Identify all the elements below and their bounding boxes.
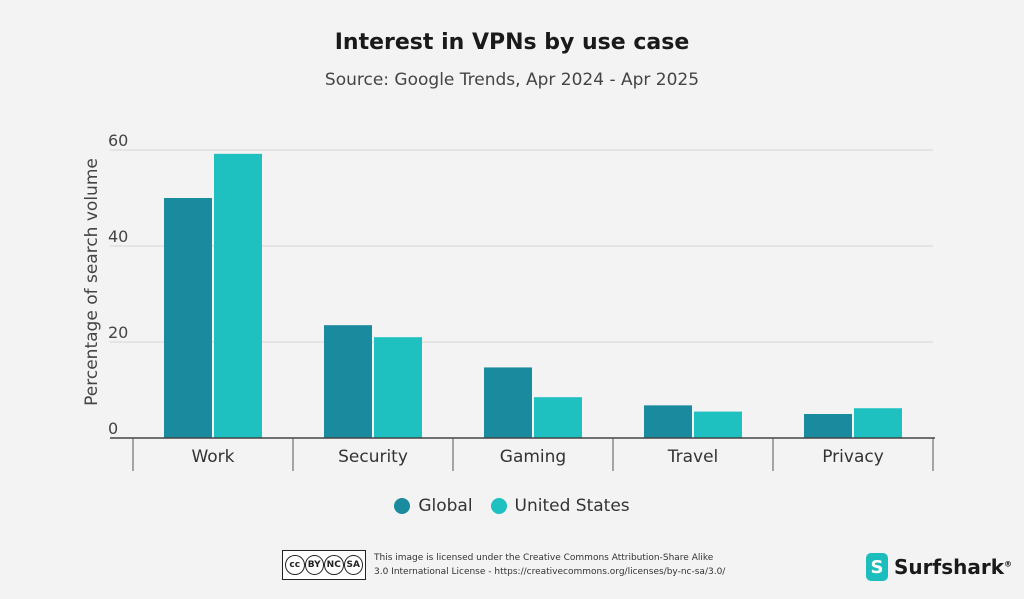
- y-axis-title: Percentage of search volume: [82, 158, 102, 406]
- y-tick-label: 0: [108, 419, 118, 438]
- sa-icon: SA: [343, 555, 363, 575]
- nc-icon: NC: [324, 555, 344, 575]
- creative-commons-badge-icon: cc BY NC SA: [282, 550, 366, 580]
- x-tick-label: Work: [191, 447, 234, 467]
- chart-subtitle: Source: Google Trends, Apr 2024 - Apr 20…: [324, 70, 700, 90]
- legend: Global United States: [0, 496, 1024, 516]
- bar-global-gaming: [484, 367, 532, 438]
- brand-logo: S Surfshark®: [866, 553, 1012, 581]
- legend-label-united-states: United States: [514, 496, 630, 516]
- x-tick-label: Security: [338, 447, 408, 467]
- by-icon: BY: [304, 555, 324, 575]
- license-line-1: This image is licensed under the Creativ…: [374, 553, 714, 563]
- bar-global-privacy: [804, 414, 852, 438]
- legend-label-global: Global: [418, 496, 473, 516]
- y-tick-label: 20: [108, 323, 128, 342]
- bar-united-states-travel: [694, 411, 742, 438]
- x-tick-label: Privacy: [822, 447, 884, 467]
- brand-name: Surfshark®: [894, 555, 1012, 579]
- cc-icon: cc: [285, 555, 305, 575]
- license-line-2: 3.0 International License - https://crea…: [374, 567, 726, 577]
- y-tick-label: 40: [108, 227, 128, 246]
- bar-global-travel: [644, 405, 692, 438]
- legend-item-global: Global: [394, 496, 473, 516]
- bar-united-states-privacy: [854, 408, 902, 438]
- bar-global-security: [324, 325, 372, 438]
- legend-item-united-states: United States: [490, 496, 630, 516]
- bar-united-states-gaming: [534, 397, 582, 438]
- bar-united-states-security: [374, 337, 422, 438]
- y-tick-label: 60: [108, 131, 128, 150]
- bar-united-states-work: [214, 153, 262, 438]
- x-tick-label: Travel: [667, 447, 719, 467]
- brand-name-text: Surfshark: [894, 555, 1005, 579]
- legend-swatch-global: [394, 498, 411, 514]
- legend-swatch-united-states: [490, 498, 507, 514]
- license-notice: cc BY NC SA This image is licensed under…: [282, 550, 754, 580]
- license-text: This image is licensed under the Creativ…: [374, 551, 754, 579]
- surfshark-logo-icon: S: [866, 553, 888, 581]
- chart-title: Interest in VPNs by use case: [334, 30, 690, 55]
- registered-mark: ®: [1004, 559, 1013, 569]
- bar-chart: 0 20 40 60 Percentage of search volume Work Se…: [82, 131, 935, 471]
- x-tick-label: Gaming: [500, 447, 566, 467]
- bar-global-work: [164, 198, 212, 438]
